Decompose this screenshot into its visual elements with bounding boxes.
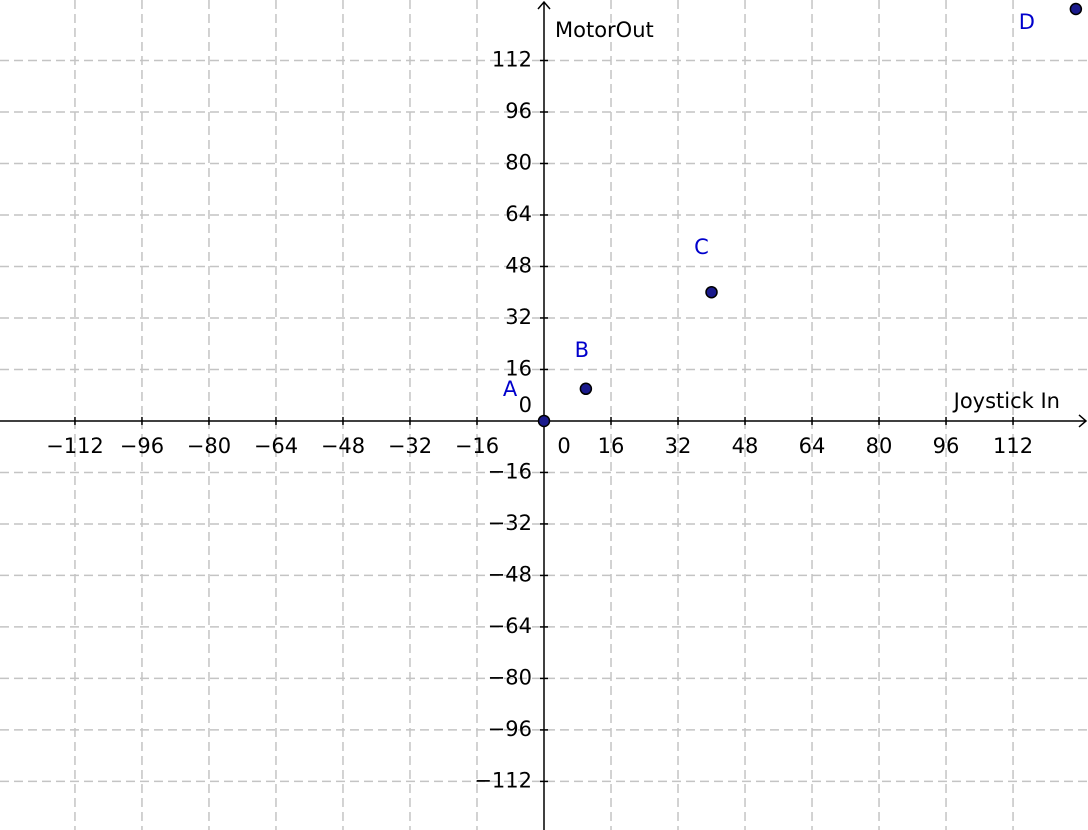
- x-axis-label: Joystick In: [952, 389, 1060, 413]
- y-tick-label: 112: [492, 48, 532, 72]
- x-tick-label: −80: [187, 434, 231, 458]
- point: [1069, 2, 1083, 16]
- y-tick-label: 32: [505, 305, 532, 329]
- x-tick-label: −32: [388, 434, 432, 458]
- x-tick-label: 80: [866, 434, 893, 458]
- x-tick-label: −48: [321, 434, 365, 458]
- point: [705, 285, 718, 299]
- x-tick-label: −64: [254, 434, 298, 458]
- y-tick-label: 48: [505, 253, 532, 277]
- point-label: C: [694, 235, 709, 259]
- y-tick-label: 80: [505, 150, 532, 174]
- y-tick-label: −80: [488, 665, 532, 689]
- y-tick-label: −112: [474, 768, 532, 792]
- x-tick-label: 16: [598, 434, 625, 458]
- y-axis-arrow: [537, 0, 551, 10]
- x-tick-label: 0: [557, 434, 570, 458]
- y-tick-label: −48: [488, 562, 532, 586]
- x-tick-label: −16: [455, 434, 499, 458]
- y-tick-label: 0: [519, 393, 532, 417]
- y-tick-label: −96: [488, 717, 532, 741]
- point: [579, 382, 593, 396]
- point-label: B: [575, 338, 589, 362]
- y-tick-label: −16: [488, 459, 532, 483]
- y-tick-label: 96: [505, 99, 532, 123]
- x-tick-label: −96: [120, 434, 164, 458]
- y-tick-label: −32: [488, 511, 532, 535]
- point-label: D: [1019, 10, 1035, 34]
- x-tick-label: 64: [799, 434, 826, 458]
- y-tick-label: 64: [505, 202, 532, 226]
- y-tick-label: 16: [505, 356, 532, 380]
- x-axis-arrow: [1078, 414, 1088, 428]
- y-tick-label: −64: [488, 614, 532, 638]
- point: [537, 414, 551, 428]
- x-tick-label: −112: [46, 434, 104, 458]
- y-axis-label: MotorOut: [555, 18, 654, 42]
- x-tick-label: 32: [665, 434, 692, 458]
- x-tick-label: 96: [933, 434, 960, 458]
- x-tick-label: 48: [732, 434, 759, 458]
- x-tick-label: 112: [993, 434, 1033, 458]
- point-label: A: [503, 377, 518, 401]
